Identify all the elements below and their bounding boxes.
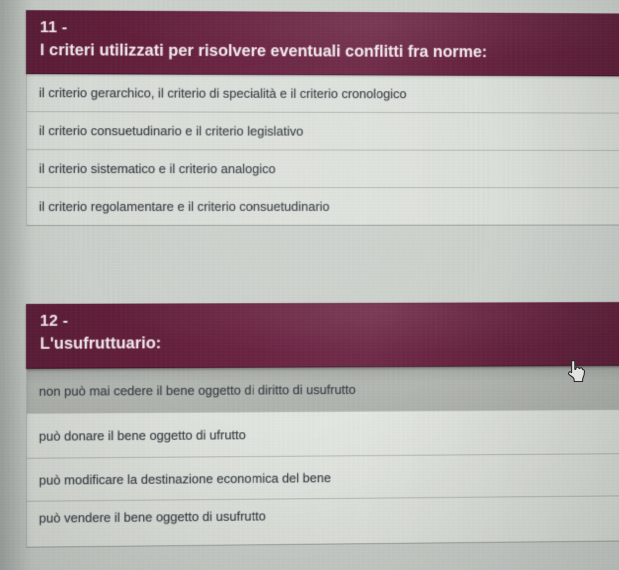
answer-label: il criterio consuetudinario e il criteri… xyxy=(38,123,304,139)
answer-label: il criterio sistematico e il criterio an… xyxy=(38,161,276,177)
answer-option[interactable]: può modificare la destinazione economica… xyxy=(26,453,619,501)
answer-label: può modificare la destinazione economica… xyxy=(38,469,331,488)
question-number: 12 - xyxy=(39,312,69,330)
answer-option[interactable]: il criterio sistematico e il criterio an… xyxy=(26,149,619,188)
question-11-header: 11 - I criteri utilizzati per risolvere … xyxy=(25,10,619,77)
quiz-page: 11 - I criteri utilizzati per risolvere … xyxy=(25,0,619,570)
answer-label: il criterio gerarchico, il criterio di s… xyxy=(38,85,407,102)
question-11-answers: il criterio gerarchico, il criterio di s… xyxy=(25,74,619,226)
answer-option-selected[interactable]: non può mai cedere il bene oggetto di di… xyxy=(26,365,619,413)
answer-label: può donare il bene oggetto di ufrutto xyxy=(38,426,246,444)
question-block-11: 11 - I criteri utilizzati per risolvere … xyxy=(25,10,619,226)
answer-option[interactable]: il criterio consuetudinario e il criteri… xyxy=(26,111,619,150)
hand-cursor-icon xyxy=(566,359,586,384)
question-number: 11 - xyxy=(39,19,68,37)
answer-option[interactable]: il criterio regolamentare e il criterio … xyxy=(26,187,619,225)
question-title: I criteri utilizzati per risolvere event… xyxy=(39,41,488,62)
question-block-12: 12 - L'usufruttuario: non può mai cedere… xyxy=(25,302,619,548)
answer-label: non può mai cedere il bene oggetto di di… xyxy=(38,381,356,399)
question-12-answers: non può mai cedere il bene oggetto di di… xyxy=(25,365,619,548)
answer-label: il criterio regolamentare e il criterio … xyxy=(38,199,330,214)
question-title: L'usufruttuario: xyxy=(39,334,162,353)
answer-option[interactable]: può donare il bene oggetto di ufrutto xyxy=(26,408,619,458)
question-12-header: 12 - L'usufruttuario: xyxy=(25,302,619,369)
answer-option[interactable]: il criterio gerarchico, il criterio di s… xyxy=(26,74,619,113)
answer-label: può vendere il bene oggetto di usufrutto xyxy=(38,508,266,526)
